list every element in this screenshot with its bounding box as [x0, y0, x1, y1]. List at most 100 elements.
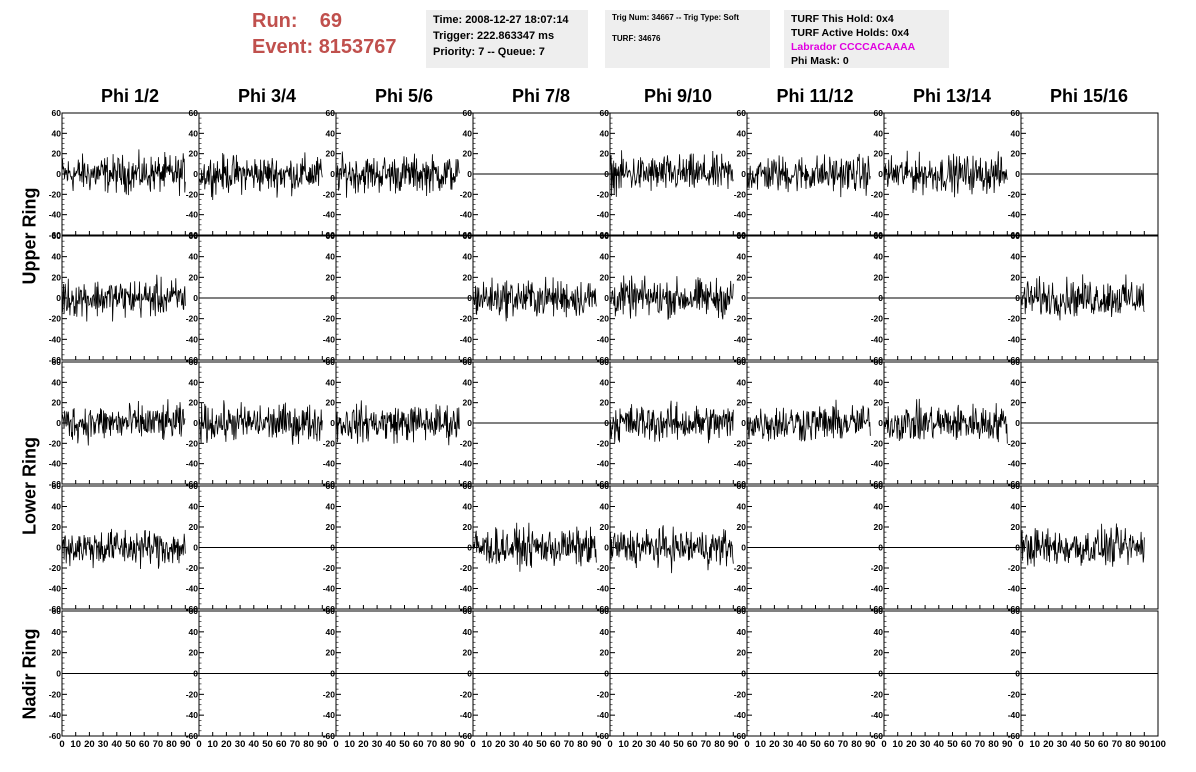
y-tick-label: -60 [871, 355, 884, 365]
y-tick-label: -60 [460, 230, 473, 240]
waveform-trace [61, 274, 186, 322]
y-tick-label: -20 [871, 189, 884, 199]
y-tick-label: 20 [326, 149, 336, 159]
y-tick-label: -60 [871, 731, 884, 741]
waveform-trace [61, 399, 186, 446]
y-tick-label: 0 [467, 293, 472, 303]
y-tick-label: 20 [737, 149, 747, 159]
y-tick-label: 0 [604, 418, 609, 428]
x-tick-label: 10 [344, 739, 355, 750]
y-tick-label: 20 [326, 272, 336, 282]
x-tick-label: 80 [303, 739, 314, 750]
x-tick-label: 30 [646, 739, 657, 750]
y-tick-label: 0 [1015, 669, 1020, 679]
x-tick-label: 40 [112, 739, 123, 750]
y-tick-label: -40 [734, 459, 747, 469]
x-tick-label: 0 [607, 739, 612, 750]
x-tick-label: 0 [881, 739, 886, 750]
y-tick-label: -40 [871, 334, 884, 344]
y-tick-label: -60 [734, 230, 747, 240]
y-tick-label: -20 [1008, 438, 1021, 448]
y-tick-label: 60 [874, 481, 884, 491]
priority-text: Priority: 7 -- Queue: 7 [433, 46, 545, 58]
y-tick-label: -60 [49, 355, 62, 365]
x-tick-label: 30 [783, 739, 794, 750]
waveform-trace [1020, 274, 1145, 321]
waveform-trace [198, 400, 323, 445]
phi-header-7: Phi 13/14 [912, 86, 992, 106]
y-tick-label: 60 [874, 231, 884, 241]
y-tick-label: 20 [189, 272, 199, 282]
phi-header-3: Phi 5/6 [374, 86, 434, 106]
y-tick-label: 60 [189, 606, 199, 616]
x-tick-label: 10 [207, 739, 218, 750]
y-tick-label: 0 [330, 293, 335, 303]
y-tick-label: 40 [600, 377, 610, 387]
x-tick-label: 80 [851, 739, 862, 750]
x-tick-label: 40 [249, 739, 260, 750]
y-tick-label: -20 [49, 189, 62, 199]
y-tick-label: 0 [193, 293, 198, 303]
y-tick-label: 60 [600, 231, 610, 241]
y-tick-label: -40 [1008, 334, 1021, 344]
y-tick-label: 20 [463, 149, 473, 159]
x-tick-label: 0 [470, 739, 475, 750]
y-tick-label: -20 [734, 314, 747, 324]
x-tick-label: 0 [59, 739, 64, 750]
y-tick-label: -60 [871, 230, 884, 240]
active-holds-text: TURF Active Holds: 0x4 [791, 27, 910, 39]
y-tick-label: 40 [326, 128, 336, 138]
run-event-box: Run: 69 Event: 8153767 [252, 8, 397, 60]
y-tick-label: 40 [52, 128, 62, 138]
y-tick-label: 20 [52, 522, 62, 532]
y-tick-label: 40 [463, 252, 473, 262]
y-tick-label: 60 [463, 108, 473, 118]
x-tick-label: 60 [550, 739, 561, 750]
y-tick-label: -20 [323, 438, 336, 448]
y-tick-label: -60 [1008, 604, 1021, 614]
y-tick-label: 60 [326, 108, 336, 118]
x-tick-label: 60 [276, 739, 287, 750]
y-tick-label: 40 [737, 627, 747, 637]
y-tick-label: -60 [323, 355, 336, 365]
y-tick-label: -20 [186, 438, 199, 448]
y-tick-label: 20 [463, 272, 473, 282]
y-tick-label: -60 [186, 230, 199, 240]
y-tick-label: 60 [52, 357, 62, 367]
y-tick-label: -40 [871, 710, 884, 720]
y-tick-label: 20 [1011, 648, 1021, 658]
phi-header-8: Phi 15/16 [1049, 86, 1129, 106]
y-tick-label: -60 [186, 355, 199, 365]
y-tick-label: 60 [600, 108, 610, 118]
x-tick-label: 90 [728, 739, 739, 750]
y-tick-label: 60 [874, 108, 884, 118]
y-tick-label: -40 [597, 210, 610, 220]
y-tick-label: 0 [330, 169, 335, 179]
x-tick-label: 30 [372, 739, 383, 750]
y-tick-label: 20 [600, 522, 610, 532]
y-tick-label: 20 [52, 398, 62, 408]
y-tick-label: -60 [49, 604, 62, 614]
y-tick-label: 60 [600, 606, 610, 616]
waveform-trace [472, 276, 597, 322]
y-tick-label: -40 [49, 210, 62, 220]
y-tick-label: 0 [467, 543, 472, 553]
y-tick-label: 60 [52, 481, 62, 491]
y-tick-label: -40 [186, 584, 199, 594]
y-tick-label: -20 [597, 689, 610, 699]
y-tick-label: 60 [463, 357, 473, 367]
y-tick-label: 20 [463, 398, 473, 408]
y-tick-label: -20 [186, 189, 199, 199]
x-tick-label: 20 [906, 739, 917, 750]
phi-header-6: Phi 11/12 [776, 86, 854, 106]
turf-text: TURF: 34676 [612, 34, 661, 43]
y-tick-label: -40 [49, 584, 62, 594]
x-tick-label: 70 [1112, 739, 1123, 750]
y-tick-label: 0 [330, 543, 335, 553]
y-tick-label: 40 [874, 252, 884, 262]
y-tick-label: -40 [323, 459, 336, 469]
x-tick-label: 50 [536, 739, 547, 750]
y-tick-label: 60 [1011, 606, 1021, 616]
x-tick-label: 10 [618, 739, 629, 750]
x-tick-label: 80 [577, 739, 588, 750]
